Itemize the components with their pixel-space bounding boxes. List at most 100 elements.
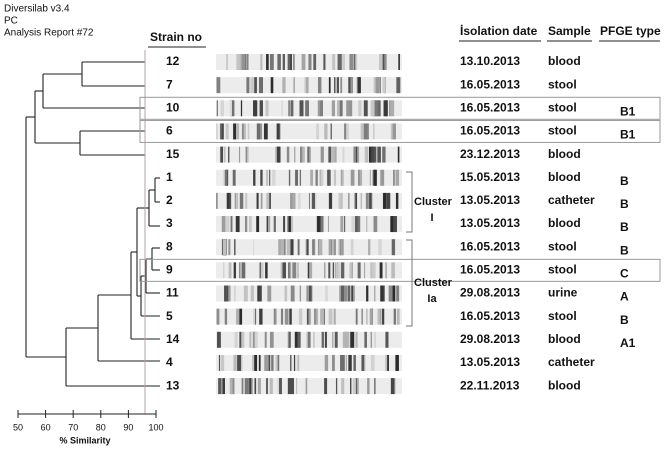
band xyxy=(272,170,275,186)
band xyxy=(251,286,254,302)
band xyxy=(274,216,276,232)
band xyxy=(316,123,319,139)
band xyxy=(378,239,381,255)
band xyxy=(344,286,348,302)
band xyxy=(290,100,292,116)
band xyxy=(349,262,351,278)
band xyxy=(351,216,355,232)
band xyxy=(317,216,321,232)
band xyxy=(217,332,221,348)
band xyxy=(344,123,346,139)
band xyxy=(277,378,278,394)
band xyxy=(242,332,244,348)
band xyxy=(241,100,242,116)
band xyxy=(225,170,228,186)
band xyxy=(218,378,221,394)
band xyxy=(372,262,375,278)
band xyxy=(254,378,256,394)
strain-no: 8 xyxy=(166,239,173,253)
band xyxy=(289,262,291,278)
band xyxy=(380,262,383,278)
band xyxy=(255,309,256,325)
band xyxy=(294,147,295,163)
band xyxy=(333,262,334,278)
band xyxy=(281,100,282,116)
sample: catheter xyxy=(548,193,595,207)
band xyxy=(246,54,248,70)
band xyxy=(308,54,311,70)
band xyxy=(328,147,331,163)
band xyxy=(292,262,296,278)
band xyxy=(295,332,298,348)
band xyxy=(282,239,285,255)
band xyxy=(370,309,373,325)
band xyxy=(309,193,310,209)
band xyxy=(242,378,244,394)
band xyxy=(364,262,365,278)
band xyxy=(259,309,262,325)
isolation-date: 13.05.2013 xyxy=(460,216,520,230)
band xyxy=(329,239,331,255)
band xyxy=(223,239,227,255)
band xyxy=(315,193,316,209)
band xyxy=(307,239,309,255)
band xyxy=(337,100,340,116)
band xyxy=(312,193,316,209)
col-strain: Strain no xyxy=(150,30,202,44)
pfge-type: C xyxy=(620,267,629,281)
band xyxy=(298,332,301,348)
band xyxy=(334,170,336,186)
band xyxy=(297,262,299,278)
col-pfge: PFGE type xyxy=(600,24,661,38)
band xyxy=(307,147,309,163)
band xyxy=(369,193,371,209)
band xyxy=(376,77,380,93)
band xyxy=(364,100,368,116)
band xyxy=(224,286,226,302)
band xyxy=(380,309,382,325)
band xyxy=(284,239,285,255)
band xyxy=(217,77,221,93)
band xyxy=(253,309,255,325)
pfge-type: A1 xyxy=(620,336,636,350)
sample: stool xyxy=(548,100,577,114)
band xyxy=(332,100,335,116)
band xyxy=(288,332,290,348)
band xyxy=(290,193,293,209)
isolation-date: 23.12.2013 xyxy=(460,147,520,161)
band xyxy=(221,123,223,139)
band xyxy=(236,54,239,70)
band xyxy=(341,262,344,278)
band xyxy=(320,100,323,116)
sample: catheter xyxy=(548,355,595,369)
band xyxy=(314,309,316,325)
pfge-type: B xyxy=(620,243,629,257)
band xyxy=(307,286,308,302)
band xyxy=(354,193,355,209)
band xyxy=(236,309,239,325)
band xyxy=(277,54,281,70)
band xyxy=(335,262,337,278)
band xyxy=(218,309,219,325)
band xyxy=(328,170,330,186)
band xyxy=(371,332,372,348)
band xyxy=(251,332,253,348)
band xyxy=(239,309,242,325)
band xyxy=(290,54,291,70)
band xyxy=(266,378,268,394)
band xyxy=(225,309,227,325)
band xyxy=(300,147,302,163)
band xyxy=(366,216,367,232)
isolation-date: 16.05.2013 xyxy=(460,309,520,323)
band xyxy=(340,239,342,255)
band xyxy=(242,262,246,278)
band xyxy=(266,54,269,70)
band xyxy=(252,355,254,371)
band xyxy=(324,378,327,394)
tick-label: 80 xyxy=(96,422,106,432)
band xyxy=(352,262,353,278)
band xyxy=(393,170,395,186)
band xyxy=(253,170,255,186)
band xyxy=(338,193,341,209)
band xyxy=(261,262,264,278)
